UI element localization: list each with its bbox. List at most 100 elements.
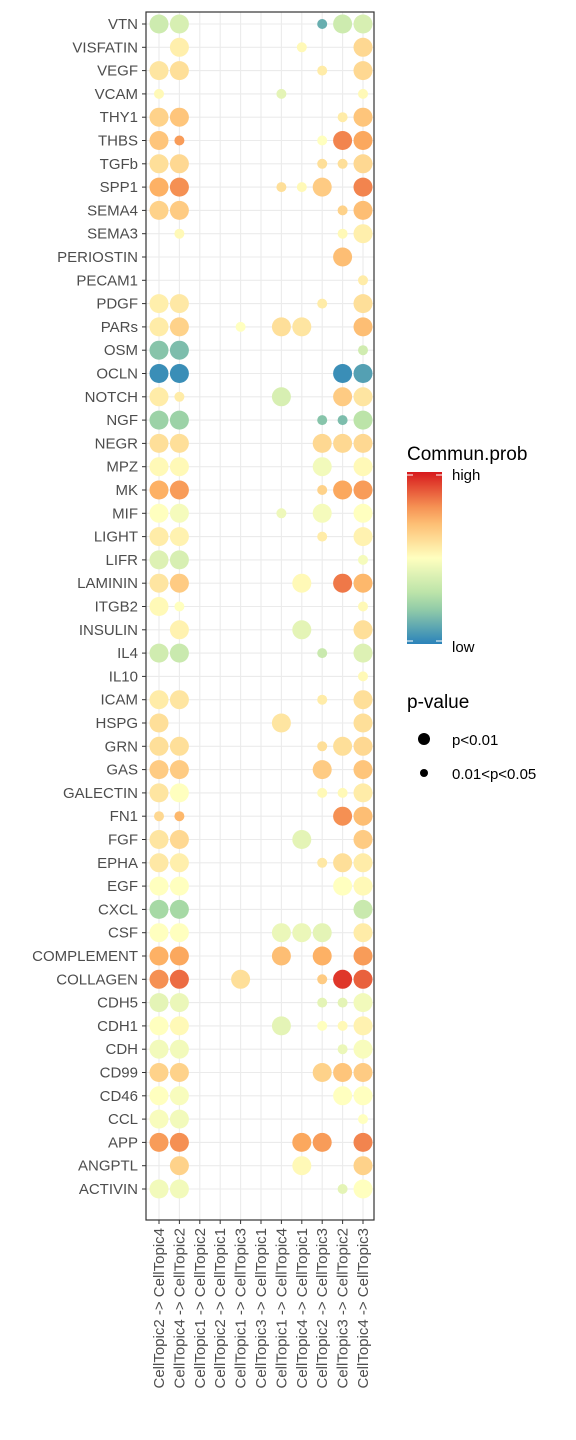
data-point: [169, 1039, 189, 1059]
data-point: [317, 485, 328, 495]
y-tick-label: VISFATIN: [72, 39, 138, 56]
data-point: [169, 923, 189, 943]
data-point: [271, 1016, 291, 1036]
data-point: [333, 387, 353, 407]
data-point: [353, 1132, 373, 1152]
data-point: [353, 760, 373, 780]
y-tick-label: CD46: [100, 1088, 138, 1105]
x-tick-label: CellTopic4 -> CellTopic1: [294, 1228, 311, 1389]
data-point: [231, 969, 251, 989]
data-point: [353, 643, 373, 663]
y-tick-label: SPP1: [100, 179, 138, 196]
data-point: [353, 620, 373, 640]
data-point: [312, 1132, 332, 1152]
data-point: [169, 1086, 189, 1106]
data-point: [169, 200, 189, 220]
data-point: [149, 527, 169, 547]
color-legend-low-label: low: [452, 639, 475, 656]
color-legend-title: Commun.prob: [407, 444, 527, 465]
data-point: [353, 503, 373, 523]
data-point: [169, 1132, 189, 1152]
data-point: [169, 643, 189, 663]
data-point: [337, 228, 348, 239]
data-point: [353, 1179, 373, 1199]
data-point: [358, 88, 368, 99]
data-point: [296, 182, 307, 193]
data-point: [149, 969, 169, 989]
y-tick-label: TGFb: [100, 156, 138, 173]
data-point: [317, 974, 328, 985]
data-point: [271, 387, 291, 407]
data-point: [149, 760, 169, 780]
data-point: [169, 946, 189, 966]
data-point: [292, 317, 312, 337]
data-point: [276, 88, 287, 99]
x-tick-label: CellTopic2 -> CellTopic3: [314, 1228, 331, 1389]
data-point: [317, 65, 328, 76]
data-point: [358, 554, 368, 565]
data-point: [317, 741, 328, 752]
data-point: [312, 760, 332, 780]
x-tick-label: CellTopic4 -> CellTopic3: [355, 1228, 372, 1389]
data-point: [358, 601, 368, 612]
y-axis-tick-labels: VTN VISFATIN VEGF VCAM THY1 THBS TGFb SPP1 SEMA4…: [32, 16, 146, 1198]
data-point: [169, 480, 189, 500]
data-point: [271, 946, 291, 966]
y-tick-label: COMPLEMENT: [32, 948, 138, 965]
data-point: [174, 811, 185, 822]
data-point: [317, 415, 328, 426]
data-point: [353, 876, 373, 896]
data-point: [333, 969, 353, 989]
data-point: [149, 1063, 169, 1082]
data-point: [337, 112, 348, 123]
data-point: [169, 503, 189, 523]
data-point: [353, 457, 373, 477]
data-point: [149, 294, 169, 314]
y-tick-label: CDH5: [97, 995, 138, 1012]
data-point: [337, 1020, 348, 1031]
data-point: [353, 224, 373, 244]
data-point: [317, 857, 328, 868]
data-point: [353, 1039, 373, 1059]
data-point: [353, 923, 373, 943]
data-point: [292, 923, 312, 943]
data-point: [149, 830, 169, 849]
y-tick-label: HSPG: [95, 715, 138, 732]
data-point: [337, 1044, 348, 1055]
y-tick-label: NGF: [106, 412, 138, 429]
data-point: [149, 1086, 169, 1106]
x-tick-label: CellTopic3 -> CellTopic2: [335, 1228, 352, 1389]
y-tick-label: CCL: [108, 1111, 138, 1128]
data-point: [149, 340, 169, 360]
data-point: [353, 527, 373, 547]
y-tick-label: NEGR: [95, 435, 139, 452]
x-tick-label: CellTopic1 -> CellTopic3: [233, 1228, 250, 1389]
data-point: [271, 923, 291, 943]
size-legend-key-large: [418, 733, 430, 745]
y-tick-label: ACTIVIN: [79, 1181, 138, 1198]
data-point: [312, 1063, 332, 1082]
data-point: [333, 1086, 353, 1106]
data-point: [149, 457, 169, 477]
data-point: [149, 1132, 169, 1152]
color-legend-high-label: high: [452, 467, 480, 484]
data-point: [312, 177, 332, 197]
data-point: [353, 1063, 373, 1082]
data-point: [169, 294, 189, 314]
data-point: [312, 433, 332, 453]
data-point: [312, 946, 332, 966]
data-point: [149, 387, 169, 407]
data-point: [353, 433, 373, 453]
y-tick-label: IL4: [117, 645, 138, 662]
data-point: [353, 410, 373, 430]
data-point: [353, 690, 373, 710]
data-point: [353, 317, 373, 337]
y-tick-label: NOTCH: [85, 389, 138, 406]
panel-border: [145, 11, 375, 1221]
data-point: [149, 690, 169, 710]
data-point: [353, 37, 373, 57]
data-point: [296, 42, 307, 53]
data-point: [353, 1086, 373, 1106]
data-point: [317, 531, 328, 542]
y-tick-label: PERIOSTIN: [57, 249, 138, 266]
